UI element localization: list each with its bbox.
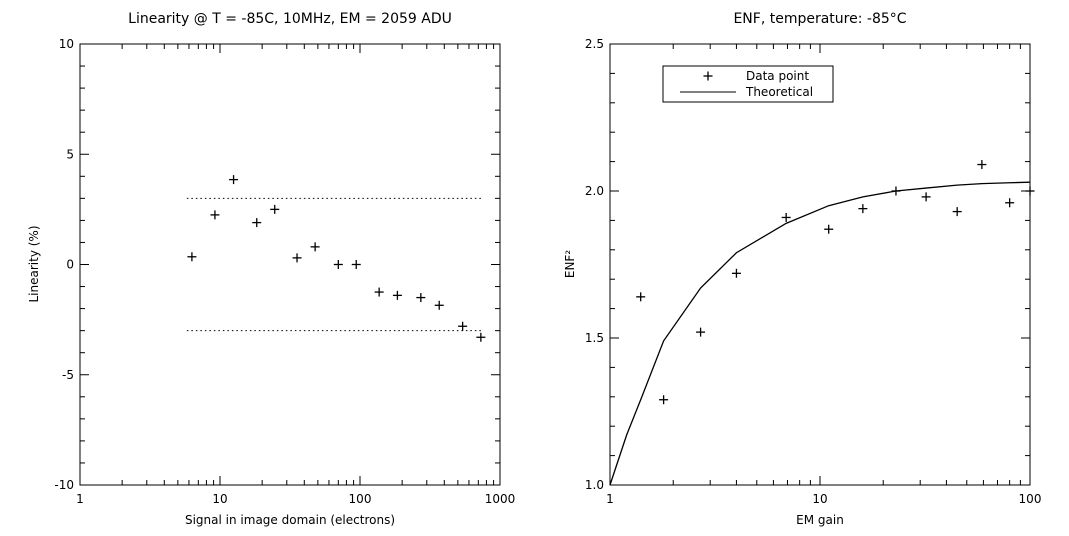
linearity-data-point <box>434 300 444 310</box>
linearity-x-axis-label: Signal in image domain (electrons) <box>185 513 395 527</box>
legend-data-point-marker <box>703 71 713 81</box>
enf-data-point <box>636 292 646 302</box>
legend-data-point-label: Data point <box>746 69 809 83</box>
linearity-y-axis-label: Linearity (%) <box>27 225 41 302</box>
linearity-data-point <box>351 260 361 269</box>
enf-data-point <box>659 395 669 405</box>
enf-data-point <box>858 204 868 214</box>
linearity-data-point <box>292 253 302 263</box>
linearity-chart: Linearity @ T = -85C, 10MHz, EM = 2059 A… <box>27 11 515 527</box>
enf-y-tick-label: 2.0 <box>585 184 604 198</box>
linearity-data-point <box>270 204 280 214</box>
enf-data-point <box>977 160 987 170</box>
linearity-data-point <box>458 321 468 331</box>
legend-theoretical-label: Theoretical <box>745 85 813 99</box>
linearity-data-point <box>416 293 426 303</box>
enf-legend: Data point Theoretical <box>662 65 834 103</box>
enf-data-point <box>952 207 962 217</box>
linearity-data-point <box>310 242 320 252</box>
enf-legend-box <box>662 65 834 103</box>
linearity-data-points <box>187 175 486 342</box>
linearity-axis-ticks: 1 10 100 1000 -10 -5 0 5 10 <box>54 37 515 506</box>
enf-x-tick-label: 10 <box>812 492 827 506</box>
legend-plus-icon <box>703 71 713 81</box>
linearity-data-point <box>229 175 239 185</box>
enf-theoretical-curve <box>609 181 1031 486</box>
linearity-data-point <box>252 218 262 228</box>
enf-x-tick-label: 1 <box>606 492 614 506</box>
linearity-data-point <box>333 260 343 269</box>
enf-data-point <box>1025 186 1035 196</box>
enf-data-point <box>696 327 706 337</box>
linearity-data-point <box>374 287 384 297</box>
linearity-y-tick-label: 5 <box>66 147 74 161</box>
enf-data-points <box>636 160 1035 405</box>
enf-x-tick-label: 100 <box>1019 492 1042 506</box>
enf-x-axis-label: EM gain <box>796 513 844 527</box>
enf-data-point <box>824 224 834 234</box>
enf-data-point <box>891 186 901 196</box>
linearity-x-tick-label: 100 <box>349 492 372 506</box>
linearity-plot-frame <box>79 43 501 486</box>
linearity-data-point <box>187 252 197 262</box>
enf-y-tick-label: 1.0 <box>585 478 604 492</box>
enf-plot-frame <box>609 43 1031 486</box>
linearity-x-tick-label: 1000 <box>485 492 516 506</box>
linearity-data-point <box>476 332 486 342</box>
linearity-x-tick-label: 10 <box>212 492 227 506</box>
linearity-y-tick-label: -10 <box>54 478 74 492</box>
linearity-x-tick-label: 1 <box>76 492 84 506</box>
enf-chart-title: ENF, temperature: -85°C <box>733 11 906 27</box>
enf-data-point <box>781 212 791 222</box>
enf-y-axis-label: ENF² <box>563 250 577 278</box>
enf-y-tick-label: 2.5 <box>585 37 604 51</box>
linearity-data-point <box>392 290 402 300</box>
linearity-y-tick-label: 0 <box>66 258 74 272</box>
enf-data-point <box>1005 198 1015 208</box>
linearity-y-tick-label: -5 <box>62 368 74 382</box>
enf-y-tick-label: 1.5 <box>585 331 604 345</box>
linearity-chart-title: Linearity @ T = -85C, 10MHz, EM = 2059 A… <box>128 11 452 27</box>
enf-axis-ticks: 1 10 100 1.0 1.5 2.0 2.5 <box>585 37 1042 506</box>
enf-chart: ENF, temperature: -85°C 1 10 100 1.0 1.5 2.0 2… <box>563 11 1041 527</box>
linearity-y-tick-label: 10 <box>59 37 74 51</box>
enf-data-point <box>921 192 931 202</box>
linearity-data-point <box>210 210 220 220</box>
enf-data-point <box>731 268 741 278</box>
